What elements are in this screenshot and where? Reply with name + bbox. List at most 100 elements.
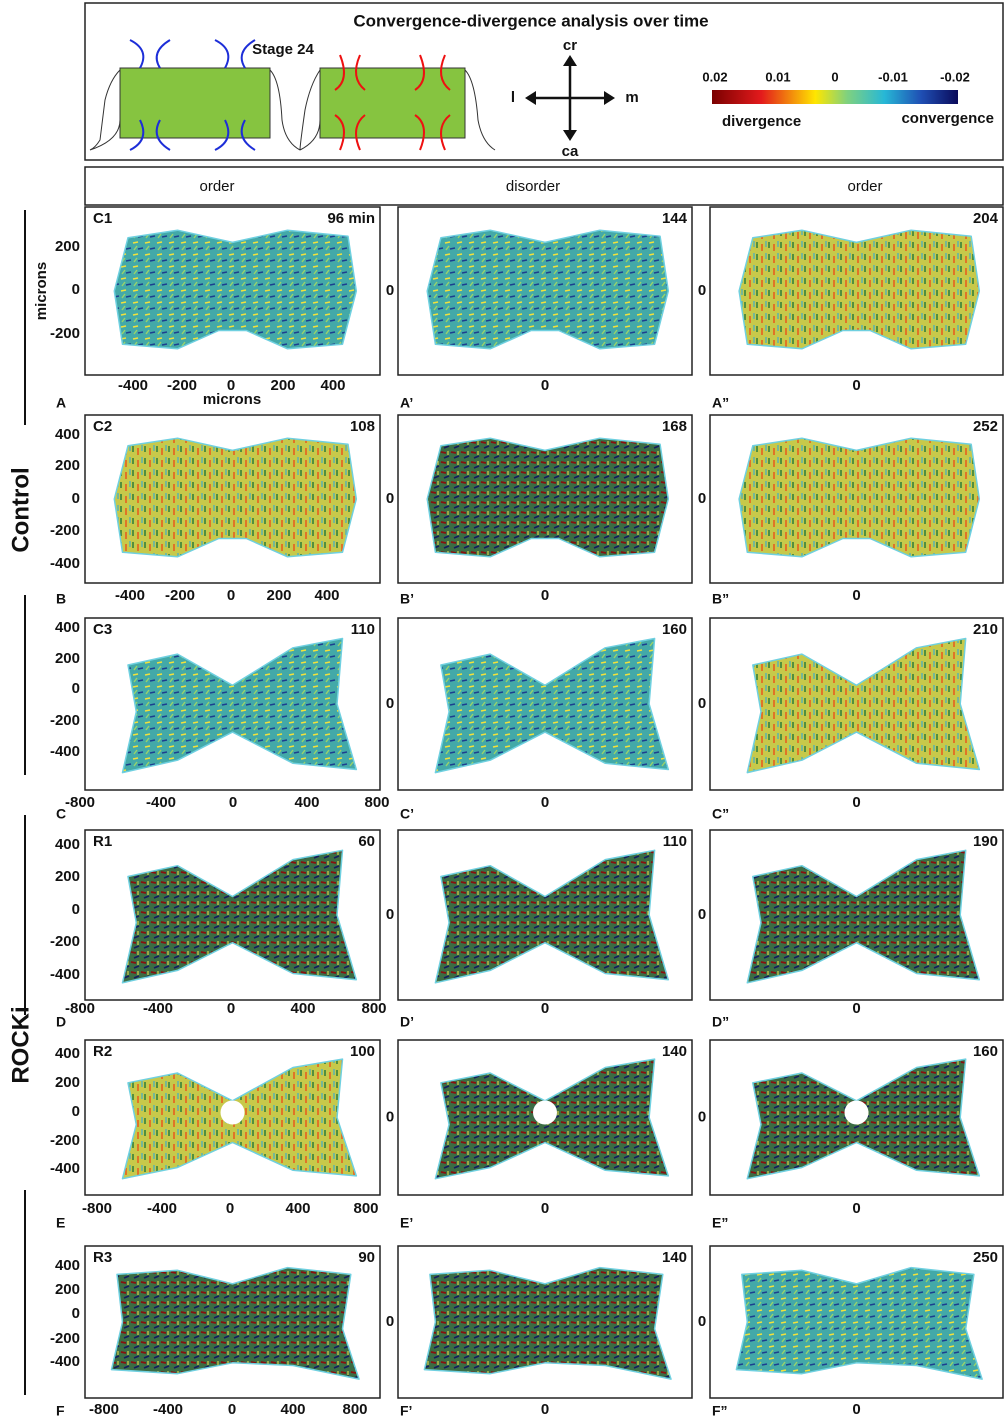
y-tick-label: 400 bbox=[55, 619, 80, 636]
y-tick-label: 400 bbox=[55, 836, 80, 853]
time-label: 110 bbox=[663, 833, 687, 850]
tissue-field bbox=[423, 1266, 672, 1380]
tissue-field bbox=[426, 437, 670, 558]
x-tick-label: 0 bbox=[852, 794, 860, 811]
header-title: Convergence-divergence analysis over tim… bbox=[353, 11, 708, 30]
phase-label: order bbox=[847, 178, 882, 195]
y-tick-label: -200 bbox=[50, 522, 80, 539]
tissue-field bbox=[121, 849, 358, 984]
tissue-field bbox=[434, 849, 670, 984]
tissue-hole bbox=[844, 1100, 869, 1125]
compass-label: ca bbox=[562, 143, 579, 160]
x-tick-label: 800 bbox=[364, 794, 389, 811]
time-label: 250 bbox=[973, 1249, 998, 1266]
time-label: 160 bbox=[662, 621, 687, 638]
panel-frame bbox=[397, 829, 693, 1001]
panel-letter: D bbox=[56, 1014, 66, 1030]
panel-letter: E’ bbox=[400, 1215, 413, 1231]
y-tick-label: -400 bbox=[50, 966, 80, 983]
tissue-field bbox=[735, 1266, 983, 1380]
panel-frame bbox=[709, 414, 1004, 584]
colorbar-tick: 0.02 bbox=[702, 69, 727, 84]
y-tick-label: 0 bbox=[698, 906, 706, 923]
x-tick-label: 0 bbox=[852, 1200, 860, 1217]
tissue-field bbox=[110, 1266, 360, 1380]
time-label: 100 bbox=[350, 1043, 375, 1060]
panel-letter: D” bbox=[712, 1014, 729, 1030]
phase-label: order bbox=[199, 178, 234, 195]
tissue-field bbox=[121, 637, 358, 774]
panel-frame bbox=[397, 1245, 693, 1399]
y-tick-label: 400 bbox=[55, 1045, 80, 1062]
tissue-field bbox=[426, 229, 670, 350]
y-tick-label: -400 bbox=[50, 1160, 80, 1177]
panel-letter: A bbox=[56, 395, 66, 411]
colorbar-tick: 0 bbox=[831, 69, 838, 84]
colorbar-tick: -0.02 bbox=[940, 69, 970, 84]
y-tick-label: 0 bbox=[698, 1108, 706, 1125]
panel-frame bbox=[84, 829, 381, 1001]
compass-label: m bbox=[625, 89, 638, 106]
divergence-diagram bbox=[299, 54, 496, 151]
time-label: 140 bbox=[662, 1043, 687, 1060]
x-tick-label: 0 bbox=[226, 1200, 234, 1217]
time-label: 140 bbox=[662, 1249, 687, 1266]
x-tick-label: 0 bbox=[852, 1401, 860, 1418]
x-tick-label: 0 bbox=[227, 1000, 235, 1017]
x-tick-label: 400 bbox=[294, 794, 319, 811]
panel-frame bbox=[397, 617, 693, 791]
panel-letter: F’ bbox=[400, 1403, 412, 1419]
y-tick-label: -200 bbox=[50, 933, 80, 950]
y-tick-label: 0 bbox=[386, 906, 394, 923]
panel-letter: F bbox=[56, 1403, 65, 1419]
tissue-field bbox=[746, 849, 981, 984]
tissue-field bbox=[434, 637, 670, 774]
panel-letter: B’ bbox=[400, 591, 414, 607]
panel-letter: D’ bbox=[400, 1014, 414, 1030]
y-tick-label: 0 bbox=[386, 282, 394, 299]
colorbar-tick: -0.01 bbox=[878, 69, 908, 84]
panel-frame bbox=[84, 617, 381, 791]
y-tick-label: -200 bbox=[50, 1330, 80, 1347]
y-tick-label: 0 bbox=[72, 281, 80, 298]
time-label: 160 bbox=[973, 1043, 998, 1060]
panel-frame bbox=[397, 1039, 693, 1196]
group-label: Control bbox=[7, 467, 34, 552]
time-label: 60 bbox=[358, 833, 375, 850]
y-tick-label: 0 bbox=[386, 1313, 394, 1330]
x-tick-label: -800 bbox=[65, 794, 95, 811]
x-tick-label: -800 bbox=[82, 1200, 112, 1217]
time-label: 90 bbox=[358, 1249, 375, 1266]
time-label: 168 bbox=[662, 418, 687, 435]
panel-frame bbox=[84, 1245, 381, 1399]
panel-letter: B bbox=[56, 591, 66, 607]
x-tick-label: 0 bbox=[228, 1401, 236, 1418]
tissue-field bbox=[738, 229, 981, 350]
y-tick-label: 0 bbox=[698, 695, 706, 712]
panel-frame bbox=[84, 1039, 381, 1196]
x-tick-label: 0 bbox=[541, 587, 549, 604]
y-tick-label: 0 bbox=[72, 1305, 80, 1322]
phase-label: disorder bbox=[506, 178, 560, 195]
colorbar-label: convergence bbox=[901, 110, 994, 127]
x-tick-label: -400 bbox=[147, 1200, 177, 1217]
time-label: 96 min bbox=[327, 210, 375, 227]
x-tick-label: 400 bbox=[314, 587, 339, 604]
y-tick-label: 400 bbox=[55, 426, 80, 443]
y-tick-label: 0 bbox=[698, 1313, 706, 1330]
panel-frame bbox=[709, 206, 1004, 376]
time-label: 108 bbox=[350, 418, 375, 435]
y-tick-label: -400 bbox=[50, 1353, 80, 1370]
x-tick-label: 0 bbox=[541, 1401, 549, 1418]
phase-box bbox=[84, 166, 1004, 206]
compass bbox=[525, 55, 615, 141]
x-tick-label: 400 bbox=[285, 1200, 310, 1217]
x-tick-label: 0 bbox=[227, 377, 235, 394]
tissue-field bbox=[746, 637, 981, 774]
panel-frame bbox=[397, 414, 693, 584]
y-tick-label: 200 bbox=[55, 1074, 80, 1091]
panel-frame bbox=[84, 414, 381, 584]
y-tick-label: 200 bbox=[55, 238, 80, 255]
tissue-hole bbox=[533, 1100, 557, 1125]
group-label: ROCKi bbox=[7, 1006, 34, 1083]
